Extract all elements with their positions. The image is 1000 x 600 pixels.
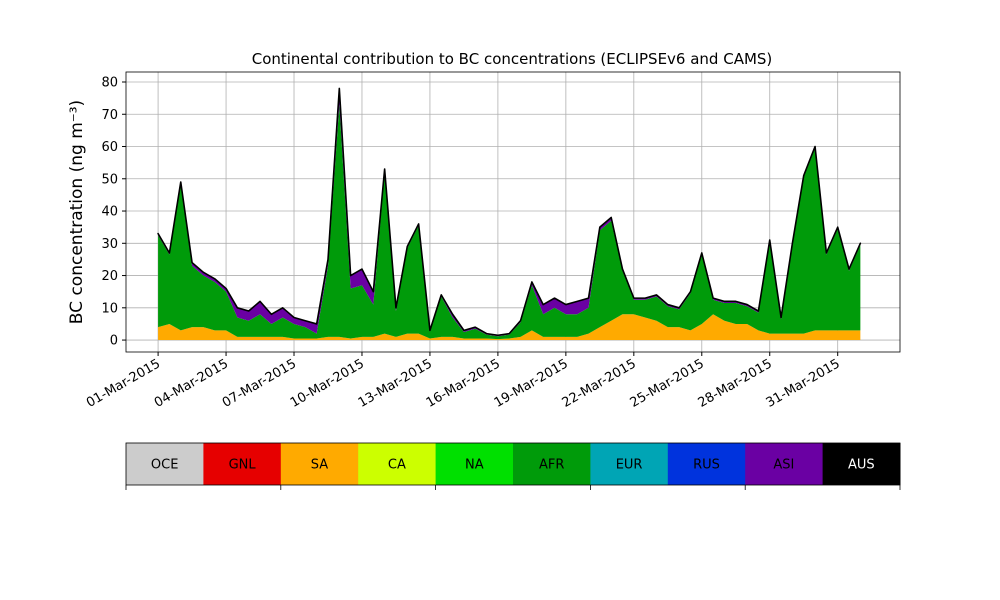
y-tick-label: 30 — [101, 237, 118, 252]
y-tick-label: 0 — [110, 334, 118, 349]
plot-frame — [125, 71, 901, 353]
area — [158, 104, 861, 340]
chart-title: Continental contribution to BC concentra… — [252, 50, 773, 68]
legend-label: SA — [311, 458, 328, 473]
legend-swatch — [358, 443, 437, 485]
legend-swatch — [513, 443, 591, 485]
legend-label: AUS — [848, 458, 875, 473]
y-tick-label: 40 — [101, 205, 118, 220]
x-tick-label: 22-Mar-2015 — [560, 356, 639, 410]
legend-label: RUS — [693, 458, 720, 473]
y-tick-label: 10 — [101, 301, 118, 316]
legend-swatch — [822, 443, 901, 485]
y-axis-label: BC concentration (ng m⁻³) — [67, 100, 87, 324]
legend-swatch — [126, 443, 204, 485]
x-tick-label: 31-Mar-2015 — [764, 356, 843, 410]
y-tick-label: 60 — [101, 140, 118, 155]
y-tick-label: 20 — [101, 269, 118, 284]
y-tick-label: 50 — [101, 172, 118, 187]
legend-label: CA — [388, 458, 406, 473]
area — [158, 104, 861, 337]
legend-swatch — [590, 443, 669, 485]
x-tick-label: 16-Mar-2015 — [424, 356, 503, 410]
x-tick-label: 28-Mar-2015 — [696, 356, 775, 410]
x-tick-label: 19-Mar-2015 — [492, 356, 571, 410]
colorbar-ticks — [125, 485, 901, 490]
area — [158, 314, 861, 341]
area — [157, 87, 862, 337]
x-tick-label: 04-Mar-2015 — [152, 356, 231, 410]
y-tick-label: 70 — [101, 108, 118, 123]
legend-swatch — [745, 443, 824, 485]
area — [158, 104, 861, 337]
x-tick-label: 13-Mar-2015 — [356, 356, 435, 410]
legend-frame — [125, 442, 901, 486]
x-tick-label: 25-Mar-2015 — [628, 356, 707, 410]
area — [158, 88, 861, 337]
legend-swatch — [280, 443, 359, 485]
legend-label: EUR — [616, 458, 643, 473]
legend-label: GNL — [229, 458, 257, 473]
legend-label: OCE — [151, 458, 179, 473]
x-tick-label: 10-Mar-2015 — [288, 356, 367, 410]
legend-swatch — [203, 443, 282, 485]
legend-label: AFR — [539, 458, 564, 473]
legend-swatch — [667, 443, 746, 485]
x-tick-label: 07-Mar-2015 — [220, 356, 299, 410]
legend-label: NA — [465, 458, 484, 473]
x-tick-label: 01-Mar-2015 — [84, 356, 163, 410]
legend-swatch — [435, 443, 514, 485]
legend-label: ASI — [773, 458, 794, 473]
y-tick-label: 80 — [101, 76, 118, 91]
